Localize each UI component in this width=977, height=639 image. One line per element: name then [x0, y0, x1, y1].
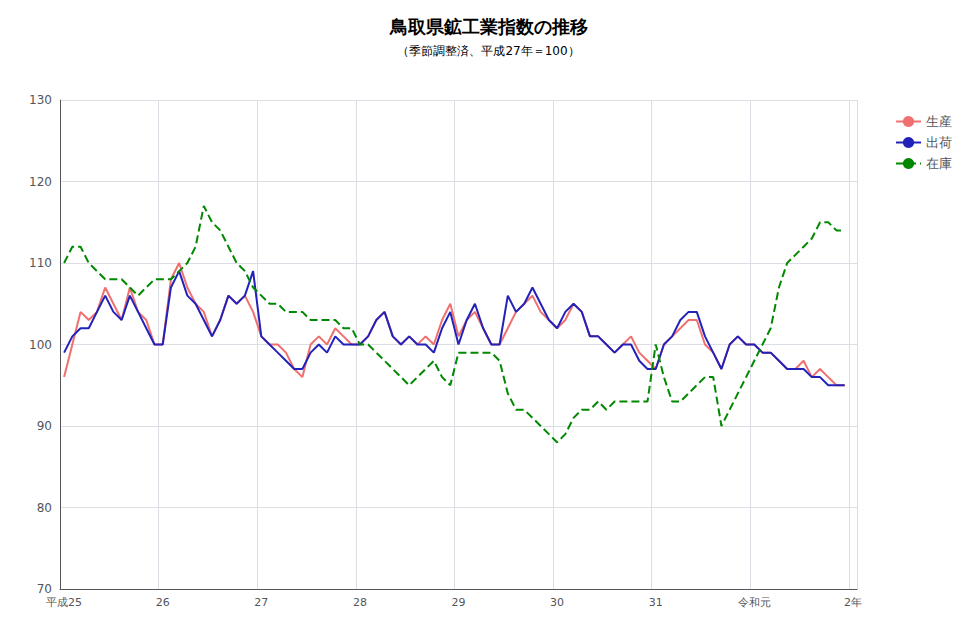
svg-text:120: 120: [29, 175, 52, 189]
svg-text:70: 70: [37, 582, 52, 596]
svg-text:29: 29: [452, 596, 466, 609]
svg-text:鳥取県鉱工業指数の推移: 鳥取県鉱工業指数の推移: [389, 16, 588, 37]
svg-text:平成25: 平成25: [46, 596, 82, 609]
svg-text:130: 130: [29, 93, 52, 107]
svg-text:出荷: 出荷: [926, 135, 952, 150]
svg-text:30: 30: [550, 596, 564, 609]
svg-text:26: 26: [156, 596, 170, 609]
svg-text:生産: 生産: [926, 114, 952, 129]
svg-text:（季節調整済、平成27年＝100）: （季節調整済、平成27年＝100）: [397, 44, 579, 58]
svg-text:令和元: 令和元: [738, 596, 771, 609]
svg-text:100: 100: [29, 338, 52, 352]
svg-text:31: 31: [649, 596, 663, 609]
svg-text:90: 90: [37, 419, 52, 433]
svg-text:27: 27: [254, 596, 268, 609]
svg-text:28: 28: [353, 596, 367, 609]
svg-text:110: 110: [29, 256, 52, 270]
svg-text:2年: 2年: [844, 596, 862, 609]
svg-text:在庫: 在庫: [926, 156, 952, 171]
svg-text:80: 80: [37, 501, 52, 515]
